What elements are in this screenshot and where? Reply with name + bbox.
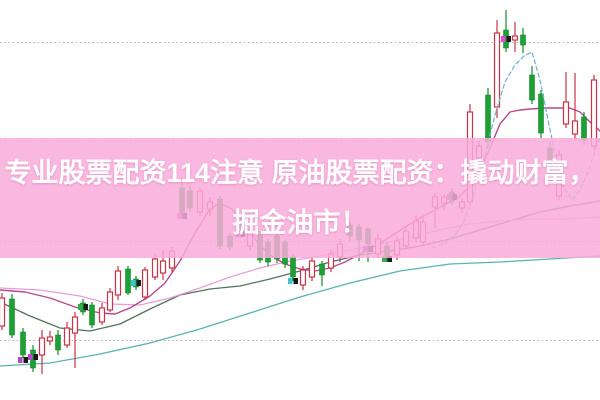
candlestick-up bbox=[63, 327, 71, 346]
signal-marker bbox=[387, 256, 392, 262]
candlestick-up bbox=[511, 35, 519, 41]
ma-hot-pink bbox=[0, 107, 600, 315]
candlestick-down bbox=[125, 268, 131, 294]
signal-marker bbox=[131, 280, 136, 286]
candlestick-down bbox=[9, 298, 15, 336]
candlestick-up bbox=[571, 120, 579, 135]
banner-headline-line1: 专业股票配资114注意 原油股票配资：撬动财富， bbox=[4, 158, 596, 188]
candlestick-down bbox=[581, 116, 587, 141]
banner-headline-line2: 掘金油市！ bbox=[232, 208, 368, 238]
candlestick-down bbox=[55, 334, 61, 351]
candlestick-up bbox=[493, 32, 501, 108]
signal-marker bbox=[501, 36, 506, 42]
candlestick-up bbox=[114, 270, 122, 296]
candlestick-up bbox=[299, 269, 307, 286]
ma-teal-slow bbox=[0, 255, 600, 367]
signal-marker bbox=[33, 354, 38, 360]
candlestick-up bbox=[141, 269, 149, 298]
signal-marker bbox=[18, 357, 23, 363]
candlestick-down bbox=[520, 34, 526, 46]
signal-marker bbox=[136, 280, 141, 286]
candlestick-up bbox=[590, 79, 598, 147]
signal-marker bbox=[23, 357, 28, 363]
candlestick-down bbox=[290, 256, 296, 278]
candlestick-up bbox=[71, 316, 79, 334]
candlestick-up bbox=[98, 307, 106, 323]
candlestick-up bbox=[46, 336, 54, 342]
signal-marker bbox=[506, 36, 511, 42]
signal-marker bbox=[28, 354, 33, 360]
candlestick-up bbox=[38, 337, 46, 356]
candlestick-up bbox=[562, 101, 570, 125]
candlestick-down bbox=[89, 304, 95, 326]
candlestick-down bbox=[319, 263, 325, 276]
candlestick-down bbox=[20, 331, 26, 356]
candlestick-down bbox=[538, 93, 544, 134]
signal-marker bbox=[78, 304, 83, 310]
candlestick-up bbox=[151, 258, 159, 278]
signal-marker bbox=[288, 278, 293, 284]
signal-marker bbox=[382, 256, 387, 262]
candlestick-up bbox=[159, 260, 167, 274]
candlestick-down bbox=[529, 74, 535, 101]
promo-banner: 专业股票配资114注意 原油股票配资：撬动财富， 掘金油市！ bbox=[0, 138, 600, 258]
signal-marker bbox=[293, 278, 298, 284]
candlestick-up bbox=[106, 291, 114, 311]
signal-marker bbox=[83, 304, 88, 310]
candlestick-up bbox=[0, 297, 6, 327]
candlestick-up bbox=[308, 260, 316, 278]
